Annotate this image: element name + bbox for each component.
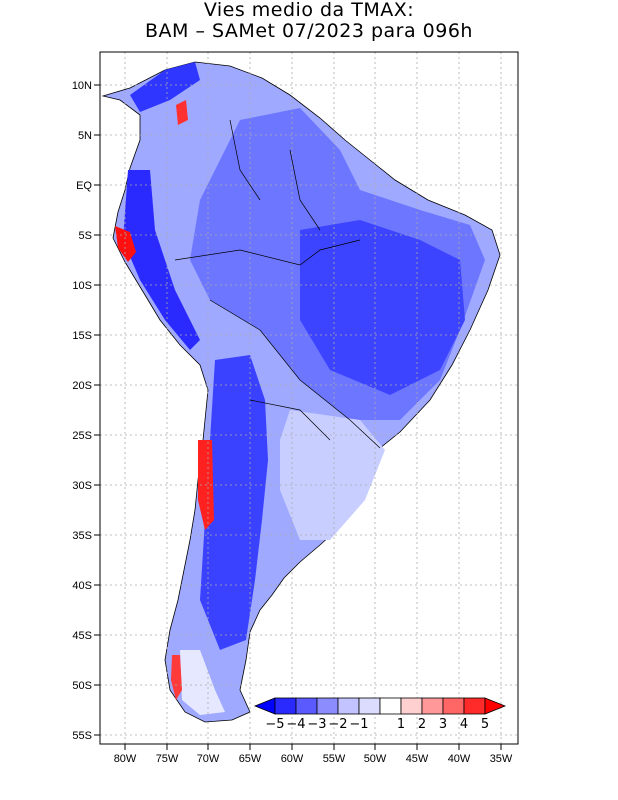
lat-label: 50S bbox=[72, 680, 92, 692]
lon-label: 45W bbox=[406, 753, 429, 765]
lat-label: EQ bbox=[76, 180, 92, 192]
lon-label: 65W bbox=[239, 753, 262, 765]
lat-label: 55S bbox=[72, 730, 92, 742]
colorbar-label: 4 bbox=[460, 717, 468, 732]
lon-label: 75W bbox=[156, 753, 179, 765]
lat-label: 25S bbox=[72, 430, 92, 442]
lat-label: 10S bbox=[72, 280, 92, 292]
lon-label: 70W bbox=[197, 753, 220, 765]
colorbar-swatch bbox=[379, 697, 402, 715]
colorbar-label: 5 bbox=[481, 717, 489, 732]
colorbar-label: 3 bbox=[439, 717, 447, 732]
colorbar-label: −2 bbox=[328, 717, 347, 732]
country-borders bbox=[174, 119, 381, 449]
colorbar-swatch bbox=[463, 697, 486, 715]
lon-label: 50W bbox=[364, 753, 387, 765]
colorbar-swatch bbox=[316, 697, 339, 715]
colorbar-label: 1 bbox=[397, 717, 405, 732]
lon-label: 60W bbox=[281, 753, 304, 765]
south-america-landmass bbox=[101, 61, 501, 723]
colorbar-swatch bbox=[442, 697, 465, 715]
grid bbox=[100, 52, 518, 744]
colorbar-swatch bbox=[358, 697, 381, 715]
lat-label: 20S bbox=[72, 380, 92, 392]
colorbar-high-arrow bbox=[484, 697, 507, 715]
lon-label: 55W bbox=[323, 753, 346, 765]
latitude-labels: 10N 5N EQ 5S 10S 15S 20S 25S 30S 35S 40S… bbox=[72, 80, 93, 742]
colorbar-label: −4 bbox=[286, 717, 305, 732]
colorbar-swatch bbox=[400, 697, 423, 715]
lat-label: 5N bbox=[78, 130, 92, 142]
lat-label: 45S bbox=[72, 630, 92, 642]
title-line-2: BAM – SAMet 07/2023 para 096h bbox=[145, 20, 473, 42]
colorbar-swatch bbox=[421, 697, 444, 715]
lon-label: 80W bbox=[114, 753, 137, 765]
lat-label: 30S bbox=[72, 480, 92, 492]
ticks bbox=[94, 84, 502, 750]
lat-label: 10N bbox=[72, 80, 92, 92]
colorbar-label: −3 bbox=[307, 717, 326, 732]
colorbar-swatch bbox=[274, 697, 297, 715]
lon-label: 35W bbox=[490, 753, 513, 765]
lat-label: 15S bbox=[72, 330, 92, 342]
lat-label: 35S bbox=[72, 530, 92, 542]
colorbar-swatch bbox=[337, 697, 360, 715]
title-line-1: Vies medio da TMAX: bbox=[203, 0, 415, 21]
colorbar: −5 −4 −3 −2 −1 1 2 3 4 5 bbox=[253, 697, 507, 732]
lon-label: 40W bbox=[448, 753, 471, 765]
map-frame bbox=[99, 51, 519, 745]
colorbar-label: −1 bbox=[349, 717, 368, 732]
lat-label: 40S bbox=[72, 580, 92, 592]
longitude-labels: 80W 75W 70W 65W 60W 55W 50W 45W 40W 35W bbox=[114, 753, 513, 765]
colorbar-label: −5 bbox=[265, 717, 284, 732]
lat-label: 5S bbox=[79, 230, 92, 242]
map-title: Vies medio da TMAX: BAM – SAMet 07/2023 … bbox=[0, 0, 618, 42]
colorbar-low-arrow bbox=[253, 697, 276, 715]
colorbar-label: 2 bbox=[418, 717, 426, 732]
colorbar-swatch bbox=[295, 697, 318, 715]
